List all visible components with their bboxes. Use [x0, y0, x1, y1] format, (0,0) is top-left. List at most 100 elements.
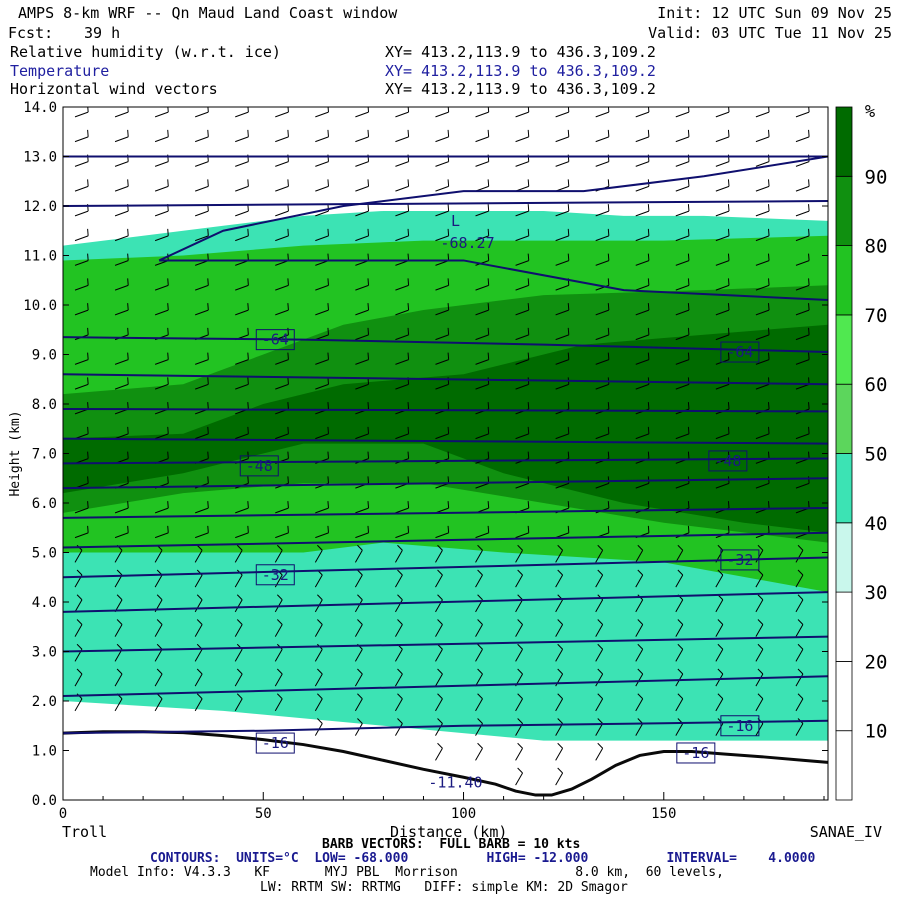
colorbar-swatch — [835, 106, 853, 177]
wind-barb-flag — [247, 303, 249, 311]
wind-barb-shaft — [715, 185, 730, 192]
wind-barb-flag — [357, 569, 363, 576]
wind-barb-flag — [327, 303, 329, 311]
wind-barb-shaft — [755, 359, 770, 365]
wind-barb-flag — [768, 228, 770, 236]
wind-barb-shaft — [235, 532, 249, 539]
wind-barb-flag — [647, 107, 650, 113]
wind-barb-flag — [727, 278, 730, 286]
wind-barb-shaft — [114, 235, 129, 242]
wind-barb-shaft — [194, 649, 203, 662]
wind-barb-flag — [677, 643, 684, 650]
wind-barb-shaft — [795, 698, 804, 712]
wind-barb-shaft — [195, 309, 209, 316]
wind-barb-flag — [196, 544, 203, 551]
wind-barb-flag — [607, 253, 610, 261]
contour-label: -16 — [726, 717, 753, 735]
wind-barb-flag — [276, 668, 283, 675]
wind-barb-flag — [647, 278, 650, 286]
wind-barb-flag — [327, 129, 329, 137]
wind-barb-flag — [357, 668, 363, 675]
contour-label-box — [708, 450, 748, 472]
wind-barb-shaft — [114, 698, 123, 712]
wind-barb-flag — [557, 742, 563, 749]
wind-barb-flag — [527, 525, 530, 533]
wind-barb-shaft — [114, 550, 123, 563]
wind-barb-flag — [127, 179, 129, 187]
wind-barb-shaft — [114, 210, 129, 217]
model-info-2: LW: RRTM SW: RRTMG DIFF: simple KM: 2D S… — [260, 880, 628, 895]
wind-barb-shaft — [755, 161, 770, 167]
wind-barb-flag — [407, 327, 410, 335]
wind-barb-flag — [287, 402, 289, 410]
y-tick-label: 11.0 — [23, 249, 57, 265]
contour-label: -11.40 — [428, 774, 482, 792]
wind-barb-flag — [687, 327, 690, 335]
wind-barb-flag — [87, 525, 89, 533]
y-tick-label: 12.0 — [23, 199, 57, 215]
wind-barb-flag — [597, 569, 604, 576]
wind-barb-flag — [677, 693, 684, 700]
wind-barb-shaft — [355, 161, 369, 167]
wind-barb-shaft — [435, 673, 443, 687]
wind-barb-shaft — [595, 649, 604, 662]
wind-barb-flag — [487, 107, 490, 113]
wind-barb-flag — [477, 718, 483, 724]
wind-barb-shaft — [114, 161, 129, 167]
isotherm-line — [63, 675, 828, 698]
chart-title: AMPS 8-km WRF -- Qn Maud Land Coast wind… — [18, 4, 398, 22]
wind-barb-flag — [156, 668, 163, 675]
wind-barb-shaft — [275, 136, 289, 143]
wind-barb-flag — [327, 501, 329, 509]
wind-barb-flag — [127, 107, 129, 113]
wind-barb-shaft — [315, 111, 329, 118]
wind-barb-shaft — [355, 185, 369, 192]
wind-barb-shaft — [555, 235, 569, 242]
wind-barb-flag — [557, 767, 563, 774]
wind-barb-flag — [567, 352, 570, 360]
wind-barb-shaft — [515, 136, 529, 143]
wind-barb-flag — [276, 544, 283, 551]
wind-barb-shaft — [435, 161, 449, 167]
wind-barb-flag — [407, 253, 410, 261]
wind-barb-shaft — [275, 111, 289, 118]
wind-barb-flag — [167, 476, 169, 484]
wind-barb-shaft — [74, 698, 83, 712]
wind-barb-flag — [808, 278, 810, 286]
wind-barb-shaft — [315, 309, 329, 316]
wind-barb-flag — [357, 718, 363, 724]
contour-label-box — [720, 715, 760, 737]
wind-barb-flag — [768, 352, 770, 360]
wind-barb-flag — [207, 426, 209, 434]
contour-label: -16 — [682, 744, 709, 762]
wind-barb-shaft — [74, 673, 83, 687]
wind-barb-shaft — [315, 532, 329, 539]
wind-barb-shaft — [195, 210, 209, 217]
wind-barb-flag — [437, 569, 443, 576]
wind-barb-flag — [367, 426, 370, 434]
wind-barb-shaft — [555, 748, 564, 761]
wind-barb-shaft — [515, 260, 529, 266]
wind-barb-shaft — [595, 111, 610, 118]
wind-barb-flag — [207, 278, 209, 286]
wind-barb-shaft — [154, 210, 169, 217]
wind-barb-flag — [207, 253, 209, 261]
wind-barb-flag — [407, 352, 410, 360]
wind-barb-shaft — [675, 482, 690, 489]
wind-barb-flag — [768, 107, 770, 113]
wind-barb-shaft — [355, 532, 369, 539]
wind-barb-shaft — [595, 574, 604, 588]
wind-barb-flag — [407, 525, 410, 533]
wind-barb-shaft — [395, 599, 403, 613]
wind-barb-shaft — [355, 334, 369, 341]
wind-barb-flag — [727, 204, 730, 212]
wind-barb-shaft — [555, 574, 564, 588]
wind-barb-flag — [327, 327, 329, 335]
wind-barb-shaft — [635, 185, 650, 192]
wind-barb-flag — [597, 718, 604, 724]
wind-barb-flag — [757, 544, 764, 551]
wind-barb-flag — [317, 693, 323, 700]
wind-barb-flag — [757, 693, 764, 700]
wind-barb-flag — [116, 668, 123, 675]
wind-barb-shaft — [354, 723, 363, 736]
